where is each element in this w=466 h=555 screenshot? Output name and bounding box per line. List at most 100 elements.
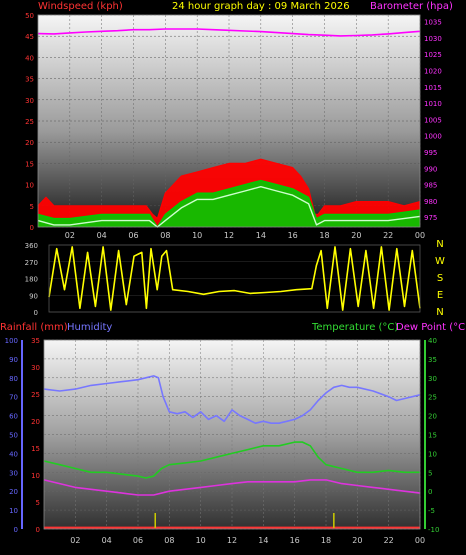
rainfall-tick-label: 5 (36, 499, 40, 507)
wind-x-tick-label: 16 (288, 231, 298, 240)
wind-x-tick-label: 18 (319, 231, 329, 240)
compass-label: W (435, 256, 445, 267)
wind-tick-label: 30 (25, 97, 34, 105)
compass-label: S (437, 273, 443, 284)
humidity-tick-label: 50 (9, 432, 18, 440)
rainfall-tick-label: 35 (31, 337, 40, 345)
wind-x-tick-label: 08 (160, 231, 170, 240)
direction-line (48, 246, 421, 311)
humidity-tick-label: 30 (9, 469, 18, 477)
temp-x-tick-label: 08 (164, 536, 174, 545)
humidity-line (43, 375, 421, 425)
rainfall-axis-title: Rainfall (mm) (0, 322, 68, 333)
windspeed-line (37, 158, 421, 220)
wind-x-tick-label: 14 (256, 231, 266, 240)
dewpoint-axis-title: Dew Point (°C) (396, 322, 466, 333)
wind-x-tick-label: 10 (192, 231, 202, 240)
baro-tick-label: 1010 (424, 100, 442, 108)
temp-x-tick-label: 22 (384, 536, 394, 545)
rainfall-tick-label: 15 (31, 445, 40, 453)
rainfall-tick-label: 0 (36, 526, 40, 534)
wind-tick-label: 5 (30, 203, 34, 211)
temperature-tick-label: -10 (428, 526, 439, 534)
compass-label: N (436, 239, 443, 250)
temperature-tick-label: 20 (428, 413, 437, 421)
temperature-axis-title: Temperature (°C) (311, 322, 398, 333)
wind-x-tick-label: 02 (65, 231, 75, 240)
humidity-tick-label: 0 (14, 526, 18, 534)
baro-tick-label: 1030 (424, 35, 442, 43)
wind-tick-label: 25 (25, 118, 34, 126)
direction-panel-frame (48, 244, 421, 313)
temp-x-tick-label: 18 (321, 536, 331, 545)
temperature-tick-label: 15 (428, 432, 437, 440)
humidity-tick-label: 80 (9, 375, 18, 383)
barometer-line (37, 28, 421, 37)
humidity-tick-label: 10 (9, 507, 18, 515)
temp-x-tick-label: 02 (70, 536, 80, 545)
gust_avg-line (37, 179, 421, 228)
baro-tick-label: 1020 (424, 67, 442, 75)
wind-panel-frame (37, 14, 421, 228)
humidity-tick-label: 70 (9, 394, 18, 402)
baro-tick-label: 990 (424, 165, 437, 173)
humidity-tick-label: 60 (9, 413, 18, 421)
temperature-tick-label: 30 (428, 375, 437, 383)
temperature-tick-label: 10 (428, 450, 437, 458)
temperature-line (43, 441, 420, 479)
wind-tick-label: 20 (25, 139, 34, 147)
temp-x-tick-label: 06 (133, 536, 143, 545)
series-layer (37, 28, 421, 529)
baro-tick-label: 1005 (424, 116, 442, 124)
wind-x-tick-label: 00 (415, 231, 425, 240)
axes-layer: 0510152025303540455097598098599099510001… (5, 12, 445, 545)
wind-tick-label: 10 (25, 182, 34, 190)
wind-tick-label: 45 (25, 33, 34, 41)
temp-x-tick-label: 14 (258, 536, 268, 545)
temp-x-tick-label: 00 (415, 536, 425, 545)
wind-tick-label: 35 (25, 76, 34, 84)
temp-x-tick-label: 16 (290, 536, 300, 545)
baro-tick-label: 1015 (424, 84, 442, 92)
wind-light-line (37, 185, 421, 228)
rainfall-tick-label: 20 (31, 418, 40, 426)
temp-x-tick-label: 20 (352, 536, 362, 545)
temperature-tick-label: 0 (428, 488, 432, 496)
wind-tick-label: 50 (25, 12, 34, 20)
windspeed-axis-title: Windspeed (kph) (38, 1, 123, 12)
humidity-tick-label: 100 (5, 337, 18, 345)
temperature-tick-label: 35 (428, 356, 437, 364)
direction-tick-label: 270 (25, 259, 38, 267)
baro-tick-label: 1000 (424, 133, 442, 141)
direction-tick-label: 0 (34, 309, 38, 317)
temperature-tick-label: 40 (428, 337, 437, 345)
dewpoint-line (43, 479, 421, 496)
baro-tick-label: 980 (424, 198, 437, 206)
wind-x-tick-label: 04 (97, 231, 107, 240)
baro-tick-label: 985 (424, 182, 437, 190)
humidity-tick-label: 90 (9, 356, 18, 364)
humidity-tick-label: 40 (9, 450, 18, 458)
temperature-tick-label: 25 (428, 394, 437, 402)
wind-x-tick-label: 12 (224, 231, 234, 240)
wind-tick-label: 0 (30, 224, 34, 232)
baro-tick-label: 975 (424, 214, 437, 222)
direction-tick-label: 180 (25, 276, 38, 284)
baro-tick-label: 1025 (424, 51, 442, 59)
rainfall-tick-label: 10 (31, 472, 40, 480)
temp-x-tick-label: 12 (227, 536, 237, 545)
temp-x-tick-label: 04 (102, 536, 112, 545)
humidity-axis-title: Humidity (67, 322, 112, 333)
baro-tick-label: 1035 (424, 19, 442, 27)
gust_avg-area (38, 180, 420, 227)
direction-tick-label: 90 (29, 292, 38, 300)
baro-tick-label: 995 (424, 149, 437, 157)
temp-panel-frame (43, 339, 421, 530)
temperature-tick-label: -5 (428, 507, 435, 515)
temp-x-tick-label: 10 (196, 536, 206, 545)
temperature-tick-label: 5 (428, 469, 432, 477)
direction-tick-label: 360 (25, 242, 38, 250)
wind-tick-label: 15 (25, 160, 34, 168)
